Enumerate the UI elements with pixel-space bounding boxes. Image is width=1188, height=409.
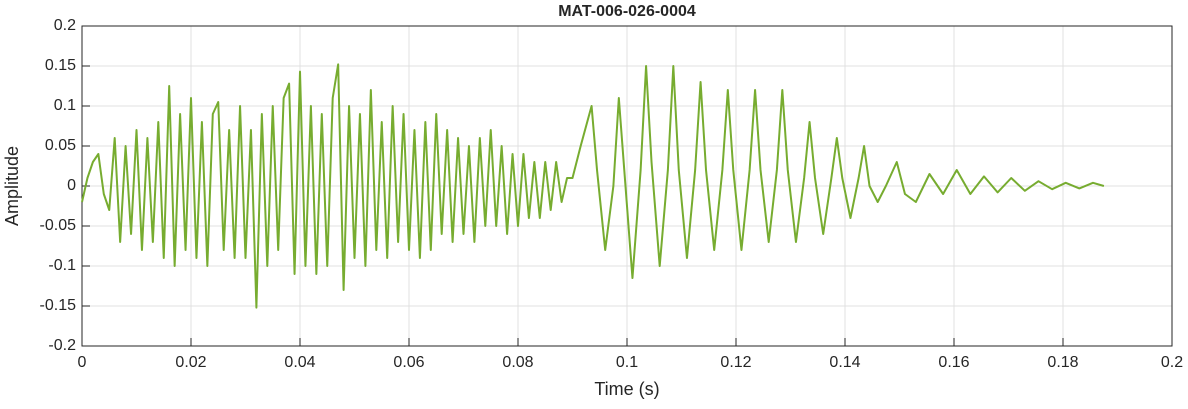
y-tick-label: -0.1 (48, 257, 76, 274)
x-tick-label: 0.18 (1047, 354, 1078, 371)
y-tick-label: -0.15 (40, 297, 77, 314)
y-tick-label: -0.2 (48, 337, 76, 354)
y-tick-label: 0.2 (54, 17, 76, 34)
x-tick-label: 0.04 (284, 354, 315, 371)
x-tick-label: 0.08 (502, 354, 533, 371)
x-tick-label: 0.1 (616, 354, 638, 371)
x-tick-label: 0.02 (175, 354, 206, 371)
y-tick-label: 0.15 (45, 57, 76, 74)
x-tick-label: 0.16 (938, 354, 969, 371)
x-tick-label: 0.2 (1161, 354, 1183, 371)
x-tick-label: 0.14 (829, 354, 860, 371)
y-tick-label: 0.05 (45, 137, 76, 154)
y-tick-label: -0.05 (40, 217, 77, 234)
x-tick-label: 0.12 (720, 354, 751, 371)
y-tick-label: 0.1 (54, 97, 76, 114)
x-axis-label: Time (s) (594, 379, 659, 399)
chart-title: MAT-006-026-0004 (558, 3, 696, 20)
x-tick-label: 0 (78, 354, 87, 371)
waveform-line (81, 63, 1105, 309)
x-tick-label: 0.06 (393, 354, 424, 371)
plot-frame (81, 25, 1173, 347)
y-tick-label: 0 (67, 177, 76, 194)
y-axis-label: Amplitude (2, 146, 22, 226)
